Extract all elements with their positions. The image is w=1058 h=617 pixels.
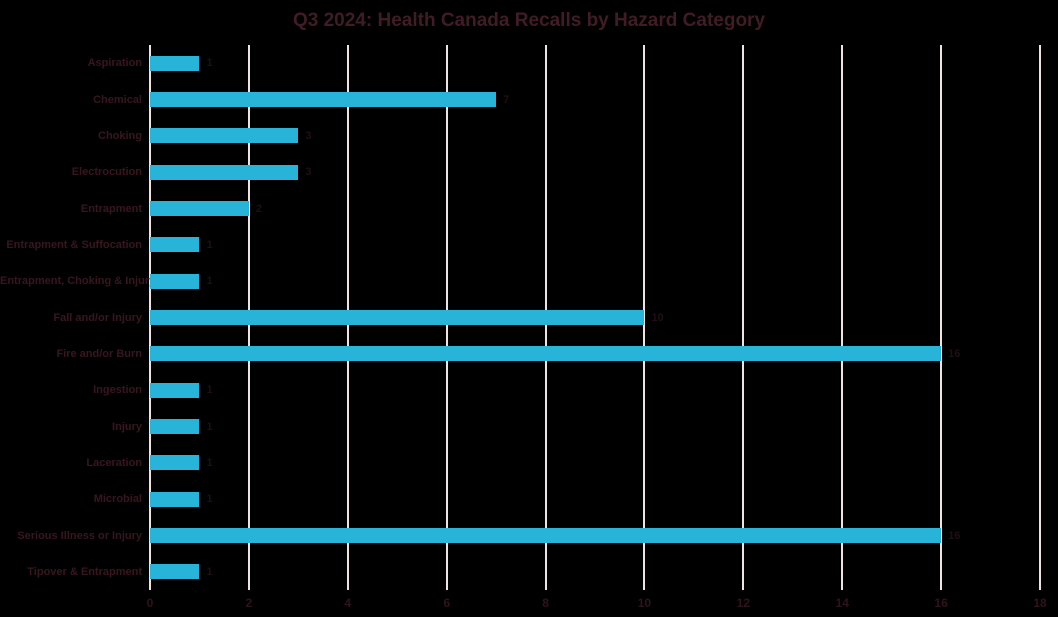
category-label: Choking	[98, 129, 142, 142]
category-label: Aspiration	[87, 57, 142, 70]
category-label: Fall and/or Injury	[53, 311, 142, 324]
x-axis-tick-label: 10	[637, 596, 652, 610]
category-label: Serious Illness or Injury	[17, 529, 142, 542]
bar	[150, 346, 942, 362]
x-axis-tick-label: 18	[1033, 596, 1047, 610]
bar	[150, 564, 200, 580]
value-label: 3	[305, 129, 312, 142]
bar	[150, 55, 200, 71]
category-label: Entrapment & Suffocation	[6, 238, 142, 251]
gridline	[742, 45, 745, 590]
category-label: Entrapment	[80, 202, 142, 215]
category-label: Microbial	[93, 493, 142, 506]
gridline	[841, 45, 844, 590]
gridline	[1039, 45, 1041, 590]
category-label: Injury	[112, 420, 142, 433]
value-label: 1	[206, 384, 213, 397]
bar	[150, 201, 249, 216]
bar	[150, 237, 200, 253]
bar	[150, 528, 942, 543]
category-label: Electrocution	[71, 166, 142, 179]
bar	[150, 310, 645, 325]
value-label: 16	[948, 347, 961, 360]
x-axis-tick-label: 16	[934, 596, 948, 610]
value-label: 10	[651, 311, 664, 324]
chart-title: Q3 2024: Health Canada Recalls by Hazard…	[292, 10, 766, 31]
bar	[150, 92, 497, 107]
bar	[150, 128, 299, 144]
value-label: 1	[206, 420, 213, 433]
bar	[150, 455, 200, 471]
bar	[150, 164, 299, 180]
bar	[150, 419, 200, 434]
value-label: 7	[503, 93, 510, 106]
category-label: Entrapment, Choking & Injury	[0, 275, 156, 288]
gridline	[940, 45, 943, 590]
x-axis-tick-label: 14	[835, 596, 849, 610]
bar	[150, 491, 200, 507]
category-label: Fire and/or Burn	[56, 347, 142, 360]
bar	[150, 382, 200, 398]
value-label: 1	[206, 493, 213, 506]
x-axis-tick-label: 2	[245, 596, 253, 610]
x-axis-tick-label: 8	[542, 596, 549, 610]
value-label: 1	[206, 238, 213, 251]
x-axis-tick-label: 0	[146, 596, 154, 610]
x-axis-tick-label: 6	[443, 596, 450, 610]
gridline	[643, 45, 646, 590]
value-label: 16	[948, 529, 961, 542]
x-axis-tick-label: 12	[736, 596, 750, 610]
value-label: 1	[206, 275, 213, 288]
category-label: Ingestion	[93, 384, 142, 397]
category-label: Chemical	[93, 93, 142, 106]
value-label: 2	[255, 202, 262, 215]
category-label: Laceration	[86, 456, 142, 469]
value-label: 1	[206, 456, 213, 469]
value-label: 1	[206, 565, 213, 578]
value-label: 3	[305, 166, 312, 179]
x-axis-tick-label: 4	[344, 596, 352, 610]
bar	[150, 273, 200, 289]
value-label: 1	[206, 57, 213, 70]
category-label: Tipover & Entrapment	[27, 565, 142, 578]
